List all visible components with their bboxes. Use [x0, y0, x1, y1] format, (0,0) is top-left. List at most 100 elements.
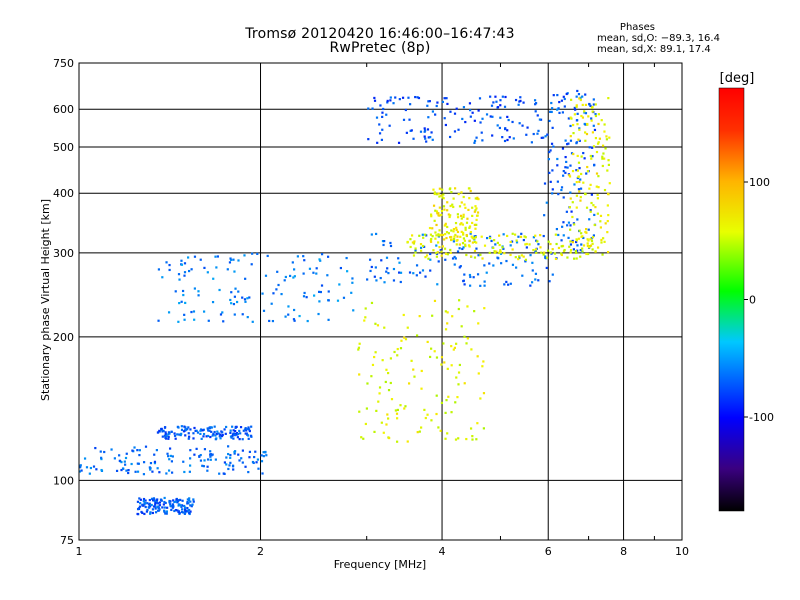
data-point	[468, 239, 471, 242]
data-point	[229, 456, 232, 459]
data-point	[165, 512, 168, 515]
data-point	[199, 459, 203, 462]
data-point	[232, 437, 235, 440]
data-point	[580, 114, 583, 118]
data-point	[499, 99, 502, 102]
data-point	[584, 93, 587, 96]
data-point	[596, 246, 600, 249]
data-point	[419, 130, 423, 133]
data-point	[582, 151, 585, 155]
data-point	[514, 98, 518, 102]
data-point	[455, 226, 458, 229]
data-point	[264, 450, 267, 454]
data-point	[586, 244, 589, 247]
data-point	[423, 130, 426, 133]
data-point	[584, 139, 587, 142]
y-tick-label: 75	[60, 534, 74, 547]
data-point	[424, 233, 427, 236]
data-point	[592, 124, 595, 127]
data-point	[248, 428, 251, 431]
data-point	[394, 96, 397, 99]
data-point	[573, 183, 576, 186]
data-point	[501, 246, 504, 249]
data-point	[591, 131, 595, 134]
data-point	[471, 241, 474, 244]
data-point	[446, 201, 449, 204]
data-point	[546, 249, 550, 252]
data-point	[606, 231, 609, 234]
data-point	[205, 435, 208, 438]
data-point	[564, 166, 567, 169]
data-point	[515, 239, 518, 242]
data-point	[183, 262, 187, 265]
data-point	[491, 134, 494, 137]
data-point	[381, 111, 384, 114]
data-point	[444, 222, 447, 225]
data-point	[306, 319, 309, 323]
data-point	[443, 117, 446, 120]
data-point	[518, 100, 521, 103]
data-point	[360, 436, 363, 439]
data-point	[544, 256, 547, 259]
data-point	[506, 129, 509, 132]
colorbar-tick-label: -100	[749, 411, 774, 424]
data-point	[233, 313, 236, 316]
data-point	[211, 300, 215, 304]
data-point	[164, 432, 167, 436]
data-point	[429, 258, 432, 261]
data-point	[396, 347, 399, 351]
data-point	[415, 264, 419, 267]
data-point	[589, 238, 592, 241]
data-point	[595, 185, 598, 188]
data-point	[444, 123, 447, 127]
data-point	[560, 252, 563, 255]
data-point	[241, 461, 244, 464]
data-point	[550, 252, 553, 255]
data-point	[272, 292, 275, 295]
data-point	[405, 131, 408, 134]
data-point	[255, 461, 258, 464]
data-point	[530, 281, 534, 284]
data-point	[439, 249, 442, 252]
data-point	[589, 154, 592, 158]
data-point	[183, 504, 186, 508]
data-point	[380, 421, 383, 424]
data-point	[221, 433, 224, 437]
data-point	[404, 338, 408, 341]
data-point	[455, 342, 458, 345]
data-point	[550, 101, 553, 105]
data-point	[414, 95, 417, 99]
data-point	[193, 255, 197, 258]
data-point	[440, 194, 443, 197]
data-point	[437, 426, 440, 429]
data-point	[534, 278, 537, 281]
data-point	[429, 252, 432, 256]
data-point	[169, 504, 172, 507]
data-point	[561, 147, 565, 150]
data-point	[592, 145, 596, 148]
data-point	[189, 510, 192, 513]
data-point	[94, 446, 97, 450]
data-point	[577, 161, 581, 164]
data-point	[336, 299, 340, 302]
x-tick-label: 10	[675, 545, 689, 558]
data-point	[578, 128, 581, 131]
data-point	[192, 432, 195, 435]
data-point	[375, 409, 378, 412]
data-point	[476, 355, 479, 358]
data-point	[441, 188, 444, 191]
data-point	[382, 431, 385, 434]
data-point	[248, 450, 252, 453]
data-point	[456, 395, 459, 399]
data-point	[591, 110, 594, 113]
data-point	[585, 132, 589, 136]
data-point	[468, 102, 472, 105]
data-point	[520, 232, 523, 235]
data-point	[212, 433, 215, 436]
data-point	[499, 252, 503, 255]
data-point	[426, 128, 430, 131]
data-point	[444, 252, 448, 255]
data-point	[449, 204, 452, 208]
data-point	[373, 96, 376, 100]
data-point	[144, 505, 147, 509]
